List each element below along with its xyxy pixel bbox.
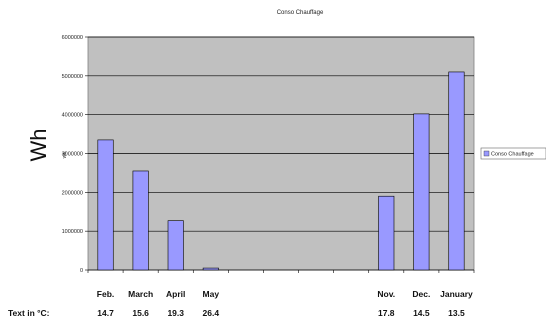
month-label: Dec. xyxy=(412,289,430,299)
temperature-value: 17.8 xyxy=(378,308,395,318)
temperature-value: 15.6 xyxy=(132,308,149,318)
y-axis-title-small: Wh xyxy=(62,151,67,158)
month-label: Nov. xyxy=(377,289,395,299)
month-labels: Feb. March April May Nov. Dec. January xyxy=(97,289,473,299)
y-tick-label: 6000000 xyxy=(62,35,83,41)
temperature-value: 26.4 xyxy=(203,308,220,318)
bar xyxy=(413,113,430,271)
bar xyxy=(167,220,184,271)
temperature-value: 13.5 xyxy=(448,308,465,318)
month-label: May xyxy=(203,289,220,299)
chart-title: Conso Chauffage xyxy=(277,10,324,16)
y-tick-label: 0 xyxy=(80,268,83,274)
legend-box xyxy=(480,147,546,160)
y-tick-label: 4000000 xyxy=(62,113,83,119)
y-tick-labels: 0 1000000 2000000 3000000 4000000 5000000 6000… xyxy=(62,35,88,274)
bar xyxy=(448,71,465,271)
y-axis-title-big: Wh xyxy=(26,129,51,162)
month-label: March xyxy=(128,289,153,299)
month-label: Feb. xyxy=(97,289,114,299)
y-tick-label: 2000000 xyxy=(62,190,83,196)
month-label: January xyxy=(440,289,473,299)
legend-label: Conso Chauffage xyxy=(491,152,534,158)
temperature-value: 19.3 xyxy=(167,308,184,318)
bars xyxy=(97,71,465,271)
temperature-values: 14.7 15.6 19.3 26.4 17.8 14.5 13.5 xyxy=(97,308,465,318)
y-tick-label: 1000000 xyxy=(62,229,83,235)
temperature-value: 14.7 xyxy=(97,308,114,318)
legend: Conso Chauffage xyxy=(480,147,546,160)
y-tick-label: 5000000 xyxy=(62,74,83,80)
y-tick-label: 3000000 xyxy=(62,152,83,158)
bar xyxy=(97,139,114,271)
temperature-value: 14.5 xyxy=(413,308,430,318)
bar xyxy=(202,267,219,271)
month-label: April xyxy=(166,289,185,299)
legend-swatch xyxy=(483,150,490,157)
bar xyxy=(378,195,395,271)
grid-lines xyxy=(87,36,475,273)
temperature-row-label: Text in °C: xyxy=(8,308,50,318)
bar xyxy=(132,170,149,271)
